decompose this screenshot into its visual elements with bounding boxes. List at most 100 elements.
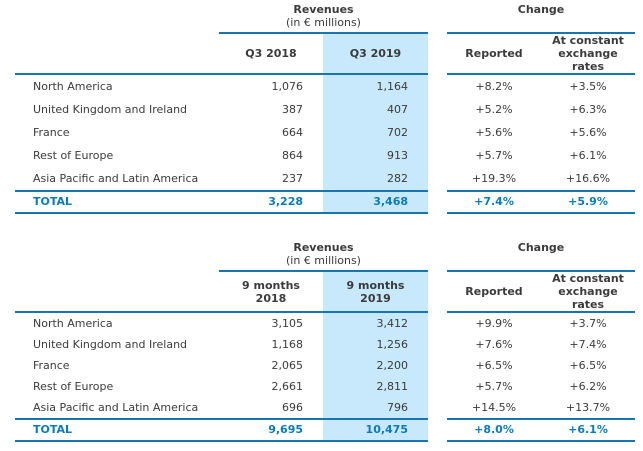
total-change-reported: +8.0%	[447, 418, 541, 442]
region-label: United Kingdom and Ireland	[33, 338, 188, 351]
column-gap	[428, 34, 447, 75]
label-column-spacer	[15, 272, 219, 313]
change-reported: +5.7%	[475, 149, 513, 162]
table-row: North America 1,076 1,164 +8.2% +3.5%	[15, 75, 635, 98]
change-reported: +6.5%	[475, 359, 513, 372]
revenue-curr: 407	[323, 98, 428, 121]
column-header-prev: Q3 2018	[219, 34, 323, 75]
region-label: Rest of Europe	[33, 380, 114, 393]
region-label: United Kingdom and Ireland	[33, 103, 188, 116]
revenue-curr: 3,412	[323, 313, 428, 334]
total-label: TOTAL	[15, 190, 219, 214]
total-row: TOTAL 9,695 10,475 +8.0% +6.1%	[15, 418, 635, 442]
table-row: Asia Pacific and Latin America 237 282 +…	[15, 167, 635, 190]
column-header-reported: Reported	[447, 272, 541, 313]
table-row: France 664 702 +5.6% +5.6%	[15, 121, 635, 144]
change-constant: +6.2%	[569, 380, 607, 393]
column-header-constant: At constant exchange rates	[541, 34, 635, 75]
revenue-prev: 696	[282, 401, 303, 414]
revenue-prev: 387	[282, 103, 303, 116]
revenue-prev: 1,168	[271, 338, 304, 351]
region-label: France	[33, 359, 70, 372]
table-row: Rest of Europe 2,661 2,811 +5.7% +6.2%	[15, 376, 635, 397]
revenue-curr: 1,256	[323, 334, 428, 355]
revenue-prev: 1,076	[271, 80, 304, 93]
change-constant: +13.7%	[565, 401, 611, 414]
region-label: Asia Pacific and Latin America	[33, 172, 199, 185]
column-gap	[428, 3, 447, 34]
region-label: North America	[33, 317, 113, 330]
revenue-prev: 2,065	[271, 359, 304, 372]
column-gap	[428, 241, 447, 272]
revenue-prev: 237	[282, 172, 303, 185]
change-reported: +5.6%	[475, 126, 513, 139]
group-spacer	[15, 241, 219, 272]
change-title: Change	[517, 3, 565, 16]
table-row: Asia Pacific and Latin America 696 796 +…	[15, 397, 635, 418]
revenue-prev: 3,105	[271, 317, 304, 330]
change-constant: +5.6%	[569, 126, 607, 139]
change-group-header: Change	[447, 241, 635, 272]
total-change-constant: +6.1%	[541, 418, 635, 442]
group-spacer	[15, 3, 219, 34]
table-row: United Kingdom and Ireland 1,168 1,256 +…	[15, 334, 635, 355]
change-constant: +6.3%	[569, 103, 607, 116]
revenues-unit-subtitle: (in € millions)	[286, 254, 361, 267]
column-header-constant: At constant exchange rates	[541, 272, 635, 313]
total-revenue-curr: 3,468	[323, 190, 428, 214]
change-reported: +19.3%	[471, 172, 517, 185]
revenue-curr: 2,811	[323, 376, 428, 397]
total-label: TOTAL	[15, 418, 219, 442]
revenue-curr: 1,164	[323, 75, 428, 98]
change-group-header: Change	[447, 3, 635, 34]
revenue-prev: 864	[282, 149, 303, 162]
change-title: Change	[517, 241, 565, 254]
column-header-prev: 9 months 2018	[219, 272, 323, 313]
column-header-curr: 9 months 2019	[323, 272, 428, 313]
table-row: France 2,065 2,200 +6.5% +6.5%	[15, 355, 635, 376]
revenues-group-header: Revenues (in € millions)	[219, 241, 428, 272]
region-label: North America	[33, 80, 113, 93]
change-constant: +6.5%	[569, 359, 607, 372]
change-constant: +3.7%	[569, 317, 607, 330]
label-column-spacer	[15, 34, 219, 75]
group-header-row: Revenues (in € millions) Change	[15, 241, 635, 272]
change-constant: +7.4%	[569, 338, 607, 351]
revenues-unit-subtitle: (in € millions)	[286, 16, 361, 29]
revenues-title: Revenues	[293, 241, 354, 254]
change-constant: +16.6%	[565, 172, 611, 185]
revenues-title: Revenues	[293, 3, 354, 16]
total-change-constant: +5.9%	[541, 190, 635, 214]
change-reported: +8.2%	[475, 80, 513, 93]
change-reported: +7.6%	[475, 338, 513, 351]
region-label: Rest of Europe	[33, 149, 114, 162]
revenue-curr: 2,200	[323, 355, 428, 376]
table-row: North America 3,105 3,412 +9.9% +3.7%	[15, 313, 635, 334]
group-header-row: Revenues (in € millions) Change	[15, 3, 635, 34]
total-row: TOTAL 3,228 3,468 +7.4% +5.9%	[15, 190, 635, 214]
total-revenue-curr: 10,475	[323, 418, 428, 442]
revenue-curr: 796	[323, 397, 428, 418]
revenue-curr: 913	[323, 144, 428, 167]
column-header-row: Q3 2018 Q3 2019 Reported At constant exc…	[15, 34, 635, 75]
table-row: Rest of Europe 864 913 +5.7% +6.1%	[15, 144, 635, 167]
column-header-reported: Reported	[447, 34, 541, 75]
table-row: United Kingdom and Ireland 387 407 +5.2%…	[15, 98, 635, 121]
change-reported: +5.7%	[475, 380, 513, 393]
nine-months-revenue-table: Revenues (in € millions) Change 9 months…	[15, 241, 635, 442]
total-revenue-prev: 9,695	[219, 418, 323, 442]
change-reported: +5.2%	[475, 103, 513, 116]
column-gap	[428, 272, 447, 313]
q3-revenue-table: Revenues (in € millions) Change Q3 2018 …	[15, 3, 635, 214]
revenues-group-header: Revenues (in € millions)	[219, 3, 428, 34]
total-change-reported: +7.4%	[447, 190, 541, 214]
revenue-prev: 2,661	[271, 380, 304, 393]
total-revenue-prev: 3,228	[219, 190, 323, 214]
region-label: Asia Pacific and Latin America	[33, 401, 199, 414]
change-reported: +9.9%	[475, 317, 513, 330]
revenue-curr: 702	[323, 121, 428, 144]
change-constant: +6.1%	[569, 149, 607, 162]
column-header-curr: Q3 2019	[323, 34, 428, 75]
change-constant: +3.5%	[569, 80, 607, 93]
